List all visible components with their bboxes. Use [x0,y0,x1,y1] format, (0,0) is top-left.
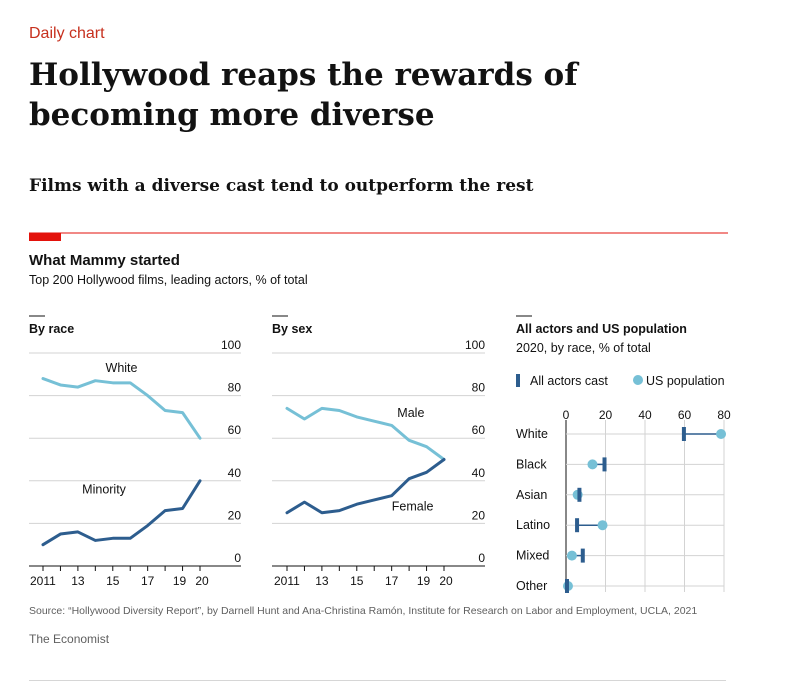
x-tick-label: 20 [439,574,453,588]
category-label: Asian [516,488,547,502]
dot-chart-title: All actors and US population [516,322,687,336]
population-dot [597,520,608,531]
series-label-female: Female [392,500,434,514]
series-line-female [285,458,446,515]
x-tick-label: 2011 [30,574,56,588]
x-tick-label: 19 [173,574,187,588]
x-tick-label: 15 [350,574,364,588]
chart-red-tag [29,233,61,241]
legend-swatch-population [633,375,643,385]
y-tick-label: 60 [228,423,242,437]
brand: The Economist [29,632,110,646]
x-tick-label: 13 [71,574,85,588]
series-line-minority [41,479,202,547]
dot-chart: 0 20 40 60 80 White Black Asian Latino Mixed Other [516,408,731,593]
actors-bar-marker [602,457,607,472]
y-tick-label: 0 [478,551,485,565]
x-tick-label: 20 [599,408,613,422]
category-label: White [516,427,548,441]
chart: What Mammy started Top 200 Hollywood fil… [29,232,731,646]
x-tick-label: 13 [315,574,329,588]
x-tick-label: 17 [385,574,399,588]
legend-swatch-actors [516,374,520,387]
dot-chart-subtitle: 2020, by race, % of total [516,341,651,355]
y-tick-label: 40 [472,466,486,480]
category-label: Latino [516,518,550,532]
series-line-white [41,377,202,440]
race-chart-title: By race [29,322,74,336]
x-tick-label: 80 [717,408,731,422]
series-label-minority: Minority [82,483,127,497]
y-tick-label: 20 [472,508,486,522]
y-tick-label: 60 [472,423,486,437]
x-tick-label: 40 [638,408,652,422]
actors-bar-marker [580,548,585,563]
actors-bar-marker [575,518,580,533]
y-tick-label: 40 [228,466,242,480]
actors-bar-marker [577,487,582,502]
category-label: Mixed [516,549,549,563]
category-label: Black [516,457,547,471]
x-tick-label: 19 [417,574,431,588]
actors-bar-marker [564,579,569,593]
series-label-white: White [106,361,138,375]
kicker: Daily chart [29,25,105,42]
headline: Hollywood reaps the rewards of becoming … [29,57,578,133]
bottom-rule [29,680,726,681]
y-tick-label: 80 [228,381,242,395]
panel-title: What Mammy started [29,252,180,269]
panel-subtitle: Top 200 Hollywood films, leading actors,… [29,273,308,287]
sex-chart: 0 20 40 60 80 100 2011 13 15 17 19 20 Male Female [272,338,485,588]
x-tick-label: 2011 [274,574,300,588]
legend-label-population: US population [646,374,725,388]
y-tick-label: 80 [472,381,486,395]
y-tick-label: 100 [221,338,241,352]
sex-chart-title: By sex [272,322,312,336]
race-chart: 0 20 40 60 80 100 2011 13 15 17 19 20 White Minority [29,338,241,588]
x-tick-label: 60 [678,408,692,422]
x-tick-label: 20 [195,574,209,588]
population-dot [566,550,577,561]
series-line-male [285,406,446,461]
x-tick-label: 15 [106,574,120,588]
actors-bar-marker [681,427,686,441]
legend-label-actors: All actors cast [530,374,608,388]
x-tick-label: 0 [563,408,570,422]
subhead: Films with a diverse cast tend to outper… [29,176,534,196]
category-label: Other [516,579,547,593]
x-tick-label: 17 [141,574,155,588]
source-note: Source: “Hollywood Diversity Report”, by… [29,605,697,617]
y-tick-label: 100 [465,338,485,352]
series-label-male: Male [397,406,424,420]
population-dot [716,429,727,439]
population-dot [587,459,598,470]
y-tick-label: 20 [228,508,242,522]
y-tick-label: 0 [234,551,241,565]
